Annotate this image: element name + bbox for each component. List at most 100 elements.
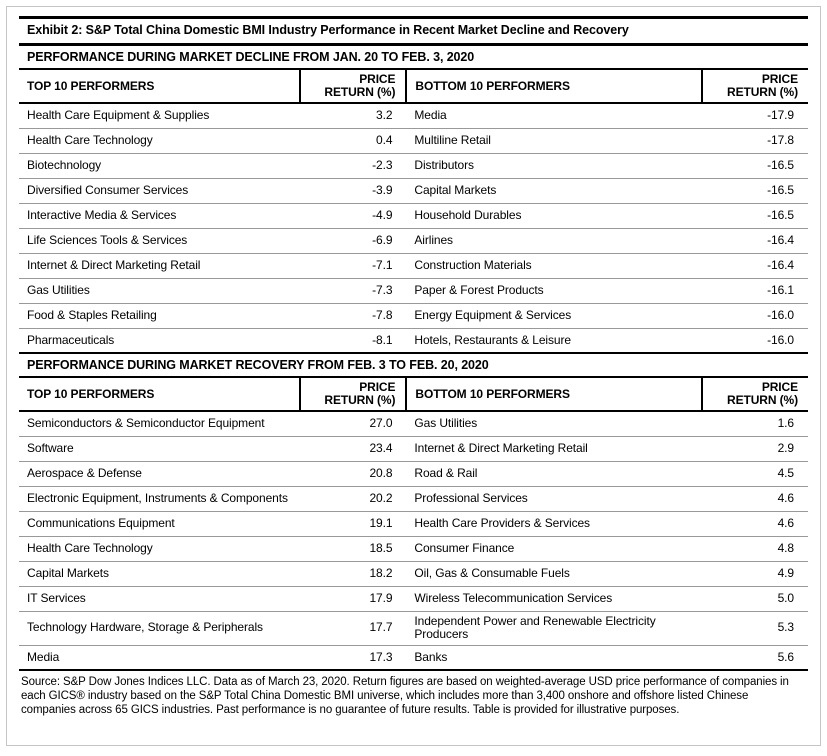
bottom-performer-name: Oil, Gas & Consumable Fuels [406, 560, 702, 586]
bottom-performer-name: Energy Equipment & Services [406, 302, 702, 328]
table-row: Health Care Technology 0.4 Multiline Ret… [19, 127, 808, 153]
decline-header-row: TOP 10 PERFORMERS PRICE RETURN (%) BOTTO… [19, 70, 808, 104]
table-row: Semiconductors & Semiconductor Equipment… [19, 410, 808, 436]
table-row: Electronic Equipment, Instruments & Comp… [19, 485, 808, 511]
top-performer-return: -3.9 [300, 177, 407, 203]
column-header-top-performers: TOP 10 PERFORMERS [19, 378, 301, 412]
bottom-performer-return: -16.0 [701, 302, 808, 328]
bottom-performer-name: Independent Power and Renewable Electric… [406, 610, 702, 645]
column-header-price-return: PRICE RETURN (%) [299, 70, 407, 104]
bottom-performer-name: Multiline Retail [406, 127, 702, 153]
exhibit-content: Exhibit 2: S&P Total China Domestic BMI … [19, 16, 808, 717]
bottom-performer-return: 4.6 [701, 485, 808, 511]
bottom-performer-name: Consumer Finance [406, 535, 702, 561]
top-performer-return: -6.9 [300, 227, 407, 253]
bottom-performer-name: Distributors [406, 152, 702, 178]
bottom-performer-return: 5.6 [701, 644, 808, 670]
bottom-performer-return: -16.4 [701, 252, 808, 278]
top-performer-name: IT Services [19, 585, 301, 611]
column-header-price-return: PRICE RETURN (%) [700, 70, 808, 104]
exhibit-frame: Exhibit 2: S&P Total China Domestic BMI … [6, 6, 821, 746]
table-row: Media 17.3 Banks 5.6 [19, 644, 808, 670]
table-row: Pharmaceuticals -8.1 Hotels, Restaurants… [19, 327, 808, 353]
bottom-performer-return: 5.0 [701, 585, 808, 611]
top-performer-name: Semiconductors & Semiconductor Equipment [19, 410, 301, 436]
top-performer-return: -8.1 [300, 327, 407, 353]
top-performer-return: 3.2 [300, 102, 407, 128]
bottom-performer-name: Household Durables [406, 202, 702, 228]
table-row: Aerospace & Defense 20.8 Road & Rail 4.5 [19, 460, 808, 486]
top-performer-name: Communications Equipment [19, 510, 301, 536]
top-performer-name: Internet & Direct Marketing Retail [19, 252, 301, 278]
bottom-performer-name: Construction Materials [406, 252, 702, 278]
top-performer-return: -7.1 [300, 252, 407, 278]
bottom-performer-name: Paper & Forest Products [406, 277, 702, 303]
top-performer-name: Aerospace & Defense [19, 460, 301, 486]
table-row: Internet & Direct Marketing Retail -7.1 … [19, 252, 808, 278]
recovery-section-header: PERFORMANCE DURING MARKET RECOVERY FROM … [19, 354, 808, 378]
table-row: Capital Markets 18.2 Oil, Gas & Consumab… [19, 560, 808, 586]
bottom-performer-name: Media [406, 102, 702, 128]
bottom-performer-return: 4.5 [701, 460, 808, 486]
bottom-performer-name: Gas Utilities [406, 410, 702, 436]
top-performer-name: Health Care Technology [19, 127, 301, 153]
table-row: Diversified Consumer Services -3.9 Capit… [19, 177, 808, 203]
top-performer-name: Capital Markets [19, 560, 301, 586]
table-row: Food & Staples Retailing -7.8 Energy Equ… [19, 302, 808, 328]
bottom-performer-name: Professional Services [406, 485, 702, 511]
top-performer-return: 18.2 [300, 560, 407, 586]
bottom-performer-return: -16.4 [701, 227, 808, 253]
recovery-table-head: TOP 10 PERFORMERS PRICE RETURN (%) BOTTO… [19, 378, 808, 412]
top-performer-name: Electronic Equipment, Instruments & Comp… [19, 485, 301, 511]
top-performer-name: Health Care Equipment & Supplies [19, 102, 301, 128]
bottom-performer-return: 4.9 [701, 560, 808, 586]
top-performer-return: -7.3 [300, 277, 407, 303]
top-performer-name: Software [19, 435, 301, 461]
bottom-performer-name: Capital Markets [406, 177, 702, 203]
bottom-performer-return: 4.8 [701, 535, 808, 561]
source-footnote: Source: S&P Dow Jones Indices LLC. Data … [21, 676, 789, 716]
exhibit-title: Exhibit 2: S&P Total China Domestic BMI … [19, 16, 808, 46]
top-performer-name: Health Care Technology [19, 535, 301, 561]
bottom-performer-return: -17.9 [701, 102, 808, 128]
table-row: Biotechnology -2.3 Distributors -16.5 [19, 152, 808, 178]
bottom-performer-return: -16.5 [701, 152, 808, 178]
top-performer-name: Media [19, 644, 301, 670]
bottom-performer-return: 4.6 [701, 510, 808, 536]
bottom-performer-name: Road & Rail [406, 460, 702, 486]
top-performer-name: Diversified Consumer Services [19, 177, 301, 203]
table-row: Communications Equipment 19.1 Health Car… [19, 510, 808, 536]
bottom-performer-return: -17.8 [701, 127, 808, 153]
decline-table-head: TOP 10 PERFORMERS PRICE RETURN (%) BOTTO… [19, 70, 808, 104]
bottom-performer-name: Wireless Telecommunication Services [406, 585, 702, 611]
top-performer-return: 17.3 [300, 644, 407, 670]
top-performer-name: Pharmaceuticals [19, 327, 301, 353]
bottom-performer-return: -16.1 [701, 277, 808, 303]
top-performer-return: 18.5 [300, 535, 407, 561]
top-performer-return: -2.3 [300, 152, 407, 178]
table-row: Interactive Media & Services -4.9 Househ… [19, 202, 808, 228]
top-performer-return: 27.0 [300, 410, 407, 436]
table-row: Software 23.4 Internet & Direct Marketin… [19, 435, 808, 461]
table-row: IT Services 17.9 Wireless Telecommunicat… [19, 585, 808, 611]
recovery-table-body: Semiconductors & Semiconductor Equipment… [19, 410, 808, 670]
decline-section-header: PERFORMANCE DURING MARKET DECLINE FROM J… [19, 46, 808, 70]
top-performer-return: 20.2 [300, 485, 407, 511]
top-performer-name: Interactive Media & Services [19, 202, 301, 228]
top-performer-name: Food & Staples Retailing [19, 302, 301, 328]
bottom-performer-return: 1.6 [701, 410, 808, 436]
recovery-header-row: TOP 10 PERFORMERS PRICE RETURN (%) BOTTO… [19, 378, 808, 412]
top-performer-return: 19.1 [300, 510, 407, 536]
bottom-performer-return: -16.5 [701, 177, 808, 203]
recovery-table: TOP 10 PERFORMERS PRICE RETURN (%) BOTTO… [19, 378, 808, 671]
column-header-price-return: PRICE RETURN (%) [700, 378, 808, 412]
column-header-bottom-performers: BOTTOM 10 PERFORMERS [405, 378, 702, 412]
recovery-section: PERFORMANCE DURING MARKET RECOVERY FROM … [19, 354, 808, 671]
bottom-performer-name: Health Care Providers & Services [406, 510, 702, 536]
decline-table: TOP 10 PERFORMERS PRICE RETURN (%) BOTTO… [19, 70, 808, 354]
table-row: Health Care Technology 18.5 Consumer Fin… [19, 535, 808, 561]
top-performer-return: 17.7 [300, 610, 407, 645]
top-performer-return: 17.9 [300, 585, 407, 611]
bottom-performer-return: -16.0 [701, 327, 808, 353]
top-performer-return: 0.4 [300, 127, 407, 153]
